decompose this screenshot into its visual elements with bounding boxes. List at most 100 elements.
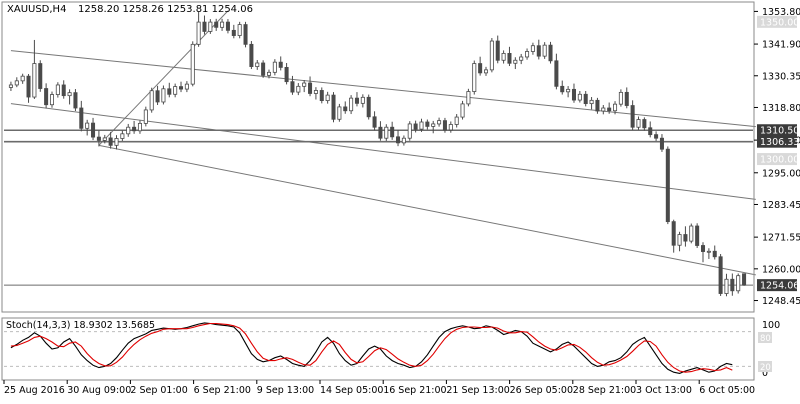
candle-bullish <box>466 91 471 105</box>
frame-layer <box>1 1 755 381</box>
stoch-level-80-label: 80 <box>760 334 771 344</box>
candle-bearish <box>290 81 295 93</box>
candle-bullish <box>220 21 225 28</box>
candle-bullish <box>577 93 582 101</box>
candle-bearish <box>155 90 160 103</box>
candle-bearish <box>642 119 647 129</box>
candle-bullish <box>8 84 13 88</box>
candle-bullish <box>120 133 125 139</box>
candle-bullish <box>448 124 453 131</box>
y-tick-label: 1283.45 <box>762 200 800 211</box>
candle-bullish <box>190 43 195 85</box>
candle-bearish <box>560 85 565 93</box>
candle-bearish <box>38 63 43 89</box>
y-tick-label: 1341.90 <box>762 40 800 51</box>
candle-bearish <box>571 88 576 101</box>
candle-bullish <box>137 122 142 132</box>
candle-bullish <box>196 21 201 45</box>
candle-bearish <box>202 21 207 32</box>
stoch-series-main <box>10 322 733 374</box>
candle-bearish <box>61 84 66 97</box>
candle-bearish <box>595 99 600 112</box>
candle-bearish <box>742 273 747 286</box>
candle-bullish <box>513 59 518 64</box>
candle-bearish <box>26 75 31 98</box>
candle-bullish <box>601 107 606 112</box>
candle-bullish <box>266 71 272 76</box>
candle-bearish <box>624 91 629 106</box>
candle-bearish <box>79 107 84 129</box>
x-tick-label: 9 Sep 13:00 <box>257 385 314 396</box>
candle-bullish <box>689 225 694 242</box>
candle-bullish <box>149 90 154 111</box>
x-tick-label: 14 Sep 05:00 <box>320 385 383 396</box>
candle-bearish <box>478 63 483 74</box>
symbol-title: XAUUSD,H4 <box>7 4 66 15</box>
candle-bearish <box>548 44 553 62</box>
stoch-level-20-box <box>758 361 772 372</box>
candles-layer <box>8 11 747 297</box>
candle-bullish <box>724 278 729 294</box>
x-tick-label: 26 Sep 05:00 <box>510 385 573 396</box>
candle-bearish <box>73 92 78 109</box>
candle-bullish <box>208 21 213 32</box>
candle-bearish <box>607 107 612 112</box>
candle-bullish <box>360 96 365 104</box>
candle-bullish <box>525 51 530 58</box>
price-level-label: 1254.06 <box>760 281 799 292</box>
candle-bullish <box>460 103 465 118</box>
y-tick-label: 1248.45 <box>762 296 800 307</box>
candle-bearish <box>378 126 383 139</box>
candle-bullish <box>302 82 307 87</box>
candle-bearish <box>648 127 653 136</box>
candle-bullish <box>589 99 594 105</box>
candle-bearish <box>583 93 588 105</box>
candle-bearish <box>214 21 219 28</box>
stoch-scale-top: 100 <box>762 320 780 331</box>
axis-layer: 1353.801341.901330.351318.801306.901295.… <box>3 7 800 396</box>
price-level-box <box>757 135 797 148</box>
candle-bearish <box>91 122 96 138</box>
candle-bullish <box>483 69 489 74</box>
candle-bullish <box>237 24 242 36</box>
candle-bullish <box>530 45 535 52</box>
y-tick-label: 1295.00 <box>762 168 800 179</box>
candle-bearish <box>261 62 266 76</box>
candle-bullish <box>566 88 571 93</box>
candle-bearish <box>108 137 113 146</box>
candle-bullish <box>32 63 37 98</box>
stoch-level-80-box <box>758 332 772 343</box>
candle-bearish <box>718 256 723 294</box>
candle-bullish <box>272 61 277 73</box>
price-level-label: 1310.50 <box>760 126 799 137</box>
candle-bullish <box>20 75 25 82</box>
candle-bearish <box>308 82 313 94</box>
candle-bearish <box>231 29 236 36</box>
candle-bullish <box>161 88 166 103</box>
price-level-label: 1306.33 <box>760 137 799 148</box>
candle-bearish <box>396 136 401 144</box>
candle-bullish <box>55 84 60 95</box>
candle-bearish <box>536 45 541 57</box>
candle-bearish <box>243 24 248 45</box>
candle-bearish <box>554 60 559 87</box>
price-level-label-light: 1350.00 <box>760 17 799 28</box>
candle-bullish <box>14 80 19 86</box>
candle-bearish <box>425 121 430 127</box>
candle-bullish <box>501 52 506 61</box>
price-level-box-light <box>757 153 797 166</box>
candle-bearish <box>96 136 101 141</box>
x-tick-label: 21 Sep 13:00 <box>446 385 509 396</box>
x-tick-label: 28 Sep 21:00 <box>573 385 636 396</box>
candle-bearish <box>730 278 735 292</box>
candle-bullish <box>325 94 330 102</box>
candle-bearish <box>683 234 688 242</box>
candle-bullish <box>489 40 494 71</box>
x-tick-label: 2 Sep 01:00 <box>130 385 187 396</box>
candle-bearish <box>665 148 670 223</box>
candle-bullish <box>143 109 148 124</box>
candle-bearish <box>343 106 348 112</box>
candle-bullish <box>296 85 301 93</box>
candle-bearish <box>630 105 635 128</box>
